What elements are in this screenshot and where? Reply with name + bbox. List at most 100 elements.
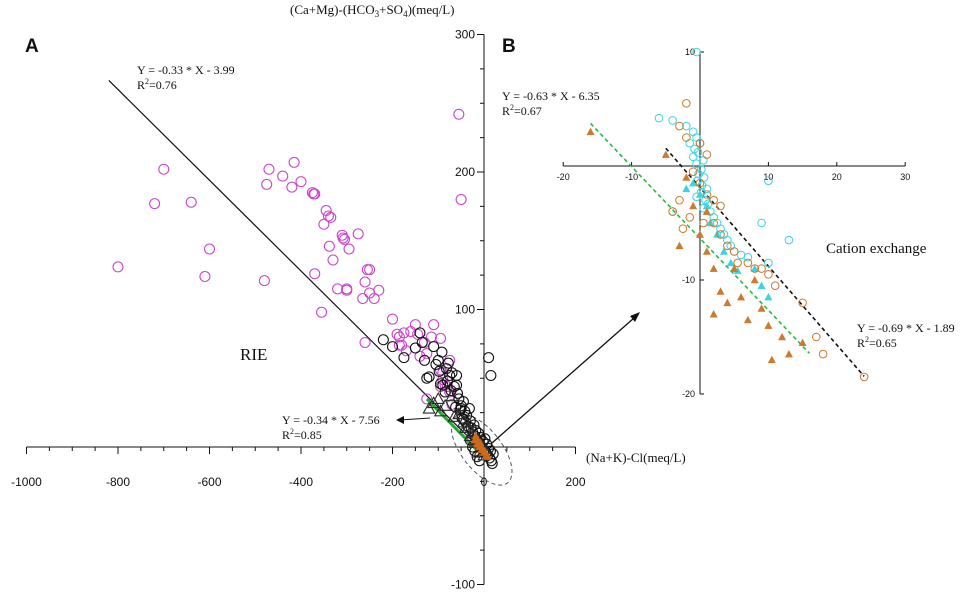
panel-a-point: [386, 313, 399, 325]
panel-b-label: B: [502, 36, 516, 57]
panel-a-point: [473, 455, 485, 467]
panel-a-point: [332, 283, 344, 295]
panel-a-point: [316, 306, 328, 318]
panel-b-point: [682, 133, 691, 142]
zoom-arrow: [491, 312, 640, 444]
panel-a-point: [455, 402, 467, 415]
panel-a-regression-1-r2: R2=0.76: [137, 77, 177, 92]
panel-a-point: [434, 332, 447, 344]
panel-a-point: [441, 375, 453, 387]
panel-a-point: [483, 452, 492, 460]
panel-a-point: [288, 156, 300, 168]
panel-a-point: [391, 328, 403, 340]
panel-a-y-tick-label: 100: [455, 303, 475, 317]
panel-a-point: [431, 391, 445, 405]
panel-b-point: [757, 281, 766, 290]
panel-a-points: [112, 108, 499, 470]
panel-a-point: [338, 233, 351, 245]
panel-b-y-tick-label: -20: [682, 389, 695, 399]
panel-a-point: [325, 211, 337, 223]
panel-a-point: [455, 193, 467, 206]
panel-a-point: [409, 342, 421, 354]
panel-a-point: [448, 380, 460, 393]
panel-b-point: [682, 184, 691, 193]
panel-b-regression-line: [665, 147, 865, 377]
panel-b-point: [682, 121, 691, 131]
panel-b-point: [668, 207, 677, 216]
panel-b-region-label: Cation exchange: [826, 241, 927, 257]
panel-b-point: [586, 127, 595, 136]
panel-a-point: [337, 232, 349, 244]
panel-a-point: [277, 170, 289, 182]
panel-b-point: [709, 310, 718, 318]
panel-b-point: [654, 113, 664, 123]
panel-a-point: [359, 336, 371, 349]
panel-b-point: [770, 281, 780, 291]
panel-b-point: [743, 258, 753, 268]
panel-b-regression-1-equation: Y = -0.63 * X - 6.35: [502, 89, 600, 103]
panel-a-point: [418, 354, 431, 366]
panel-b-point: [689, 178, 698, 187]
panel-a-point: [426, 396, 441, 409]
panel-a-point: [398, 352, 410, 364]
panel-b-x-tick-label: 20: [832, 172, 842, 182]
y-axis-label-part-3: )(meq/L): [408, 2, 455, 17]
panel-b-point: [675, 121, 684, 131]
panel-b-point: [733, 258, 742, 268]
panel-a-regression-2-equation: Y = -0.34 * X - 7.56: [282, 413, 380, 427]
panel-a-point: [158, 163, 170, 175]
panel-b-point: [675, 195, 684, 205]
panel-a-point: [343, 243, 355, 255]
panel-b-point: [743, 252, 753, 262]
panel-b-regression-2-r2: R2=0.65: [857, 335, 897, 350]
panel-a-x-tick-label: -1000: [11, 475, 42, 489]
panel-b-point: [798, 298, 807, 308]
panel-a-regression-line: [108, 79, 485, 453]
panel-a-point: [357, 292, 369, 305]
panel-a-point: [377, 334, 389, 346]
panel-b-point: [709, 195, 718, 205]
panel-a-point: [309, 268, 321, 280]
panel-b-point: [668, 116, 677, 125]
panel-a-x-tick-label: -400: [289, 475, 313, 489]
panel-b-point: [726, 258, 735, 267]
panel-a-point: [421, 393, 433, 405]
panel-b-point: [678, 224, 688, 233]
panel-b-point: [702, 190, 712, 199]
panel-a-x-tick-label: -800: [106, 475, 130, 489]
panel-a-point: [386, 341, 399, 353]
panel-a-point: [323, 240, 335, 252]
panel-a-point: [286, 181, 298, 193]
panel-a-regression-line: [425, 397, 483, 457]
panel-b-point: [692, 133, 701, 142]
panel-a-point: [471, 431, 480, 440]
panel-a-point: [398, 327, 410, 339]
panel-b-axes: [563, 52, 906, 394]
panel-b-point: [682, 173, 691, 181]
panel-a-point: [450, 379, 463, 391]
panel-b-point: [784, 235, 794, 245]
panel-a-point: [405, 325, 417, 338]
panel-b-point: [702, 150, 712, 159]
panel-a-point: [428, 341, 440, 353]
panel-b-point: [729, 247, 739, 256]
panel-a-point: [438, 398, 452, 411]
panel-a-point: [199, 270, 211, 283]
panel-b-point: [757, 264, 766, 273]
panel-a-point: [341, 284, 353, 296]
panel-a-point: [295, 176, 307, 188]
panel-b-point: [719, 247, 728, 255]
y-axis-label-part-1: (Ca+Mg)-(HCO: [290, 2, 375, 17]
panel-b-point: [675, 241, 684, 250]
panel-b-point: [695, 230, 705, 238]
panel-a-y-tick-label: -100: [451, 578, 475, 592]
y-axis-label-sub-1: 3: [375, 9, 380, 19]
panel-b-point: [688, 152, 698, 162]
panel-a-point: [433, 365, 445, 377]
panel-a-regression-1-equation: Y = -0.33 * X - 3.99: [137, 63, 235, 77]
panel-b-point: [750, 264, 759, 272]
panel-a-point: [445, 389, 459, 402]
panel-b-point: [709, 218, 718, 228]
panel-b-point: [688, 167, 698, 176]
panel-a-point: [373, 284, 385, 296]
